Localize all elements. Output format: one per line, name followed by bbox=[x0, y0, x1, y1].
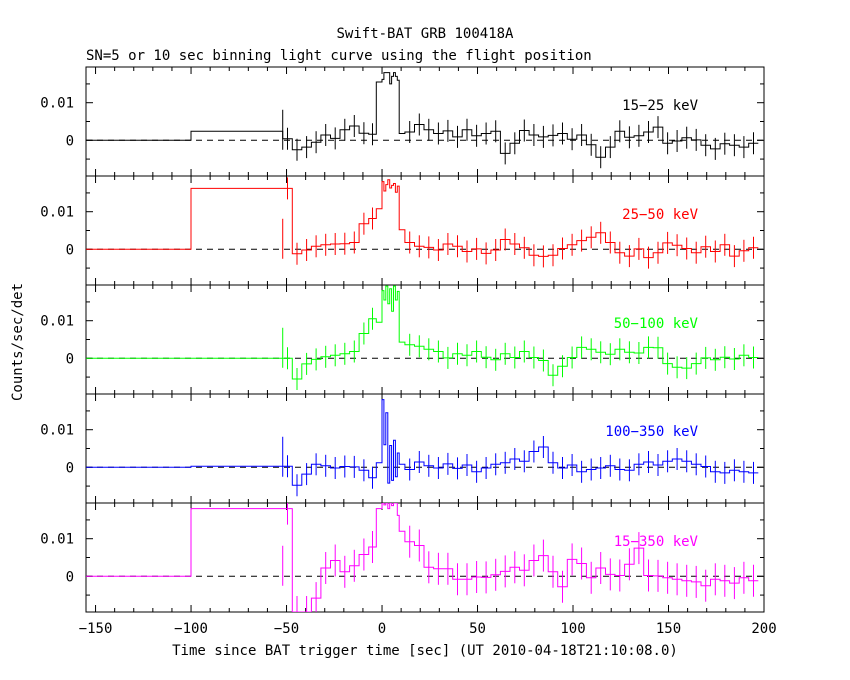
series-line bbox=[86, 503, 759, 612]
series-label: 15−350 keV bbox=[614, 534, 699, 550]
panel-3: 0 0.01 50−100 keV bbox=[40, 284, 765, 395]
x-tick-label: 50 bbox=[469, 621, 486, 637]
y-tick-label: 0 bbox=[66, 351, 74, 367]
y-tick-label: 0.01 bbox=[40, 96, 74, 112]
series-marks bbox=[86, 72, 759, 169]
x-tick-label: 150 bbox=[656, 621, 681, 637]
y-tick-label: 0 bbox=[66, 569, 74, 585]
y-tick-label: 0.01 bbox=[40, 532, 74, 548]
x-tick-label: 0 bbox=[378, 621, 386, 637]
panel-frame bbox=[85, 502, 765, 613]
x-tick-label: −50 bbox=[274, 621, 299, 637]
chart-title: Swift-BAT GRB 100418A bbox=[336, 26, 514, 42]
x-axis-label: Time since BAT trigger time [sec] (UT 20… bbox=[172, 643, 678, 659]
series-marks bbox=[86, 503, 759, 612]
panel-2: 0 0.01 25−50 keV bbox=[40, 175, 765, 286]
series-marks bbox=[86, 285, 759, 390]
chart-subtitle: SN=5 or 10 sec binning light curve using… bbox=[86, 48, 592, 64]
series-label: 100−350 keV bbox=[605, 424, 698, 440]
panel-5: 0 0.01 15−350 keV bbox=[40, 502, 765, 613]
panel-frame bbox=[85, 284, 765, 395]
series-line bbox=[86, 179, 759, 259]
series-label: 50−100 keV bbox=[614, 316, 699, 332]
x-tick-label: 100 bbox=[560, 621, 585, 637]
series-label: 15−25 keV bbox=[622, 98, 698, 114]
series-line bbox=[86, 72, 759, 158]
x-tick-label: −100 bbox=[174, 621, 208, 637]
series-marks bbox=[86, 399, 759, 497]
panel-frame bbox=[85, 393, 765, 504]
panel-4: 0 0.01 100−350 keV bbox=[40, 393, 765, 504]
y-tick-label: 0 bbox=[66, 133, 74, 149]
series-marks bbox=[86, 177, 759, 269]
y-tick-label: 0 bbox=[66, 242, 74, 258]
y-tick-label: 0 bbox=[66, 460, 74, 476]
panel-frame bbox=[85, 175, 765, 286]
y-tick-label: 0.01 bbox=[40, 423, 74, 439]
panel-frame bbox=[85, 66, 765, 177]
series-label: 25−50 keV bbox=[622, 207, 698, 223]
x-tick-label: −150 bbox=[79, 621, 113, 637]
y-tick-label: 0.01 bbox=[40, 314, 74, 330]
panel-1: 0 0.01 15−25 keV bbox=[40, 66, 765, 177]
series-line bbox=[86, 285, 759, 380]
x-tick-label: 200 bbox=[751, 621, 776, 637]
y-axis-label: Counts/sec/det bbox=[10, 283, 26, 401]
series-line bbox=[86, 399, 759, 486]
y-tick-label: 0.01 bbox=[40, 205, 74, 221]
